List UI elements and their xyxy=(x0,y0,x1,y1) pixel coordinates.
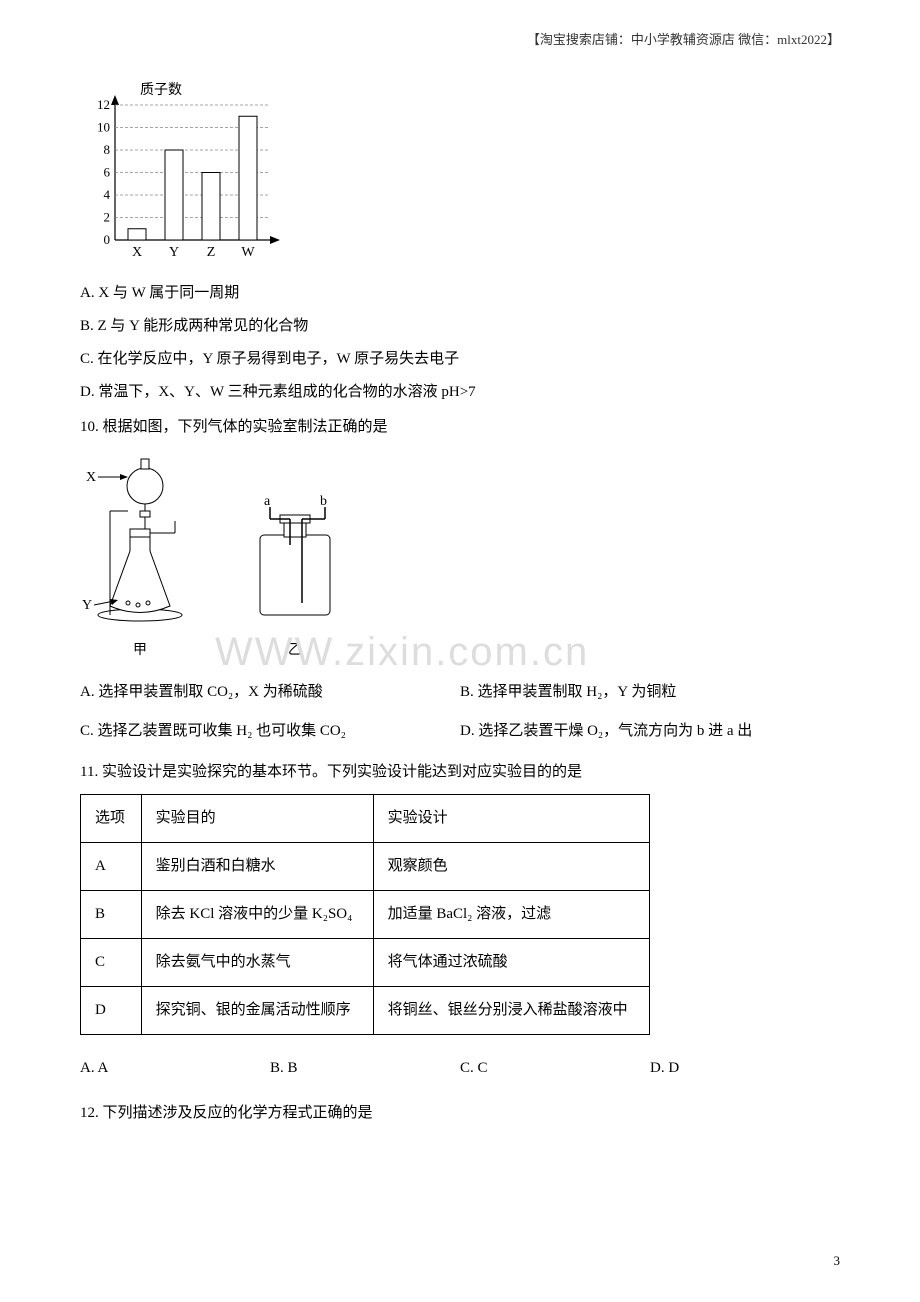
cell-opt: B xyxy=(81,891,142,939)
svg-text:12: 12 xyxy=(97,97,110,112)
table-row: A 鉴别白酒和白糖水 观察颜色 xyxy=(81,843,650,891)
label-jia: 甲 xyxy=(80,638,200,663)
th-design: 实验设计 xyxy=(373,795,649,843)
proton-bar-chart: 质子数 0 2 4 6 8 xyxy=(80,80,840,270)
q10-stem: 10. 根据如图，下列气体的实验室制法正确的是 xyxy=(80,414,840,441)
q9-option-a: A. X 与 W 属于同一周期 xyxy=(80,280,840,307)
cell-design: 加适量 BaCl₂ 溶液，过滤 xyxy=(373,891,649,939)
q10-option-d: D. 选择乙装置干燥 O₂，气流方向为 b 进 a 出 xyxy=(460,718,840,745)
svg-text:a: a xyxy=(264,494,271,509)
ans-d: D. D xyxy=(650,1055,840,1082)
q11-stem: 11. 实验设计是实验探究的基本环节。下列实验设计能达到对应实验目的的是 xyxy=(80,759,840,786)
q9-option-d: D. 常温下，X、Y、W 三种元素组成的化合物的水溶液 pH>7 xyxy=(80,379,840,406)
ans-b: B. B xyxy=(270,1055,460,1082)
svg-text:2: 2 xyxy=(104,210,111,225)
ans-a: A. A xyxy=(80,1055,270,1082)
q12-stem: 12. 下列描述涉及反应的化学方程式正确的是 xyxy=(80,1100,840,1127)
svg-text:10: 10 xyxy=(97,120,110,135)
q11-table: 选项 实验目的 实验设计 A 鉴别白酒和白糖水 观察颜色 B 除去 KCl 溶液… xyxy=(80,794,650,1035)
cell-design: 观察颜色 xyxy=(373,843,649,891)
cell-design: 将气体通过浓硫酸 xyxy=(373,939,649,987)
table-row: C 除去氨气中的水蒸气 将气体通过浓硫酸 xyxy=(81,939,650,987)
cell-design: 将铜丝、银丝分别浸入稀盐酸溶液中 xyxy=(373,987,649,1035)
y-axis-label: 质子数 xyxy=(140,82,182,98)
q11-answers: A. A B. B C. C D. D xyxy=(80,1055,840,1082)
q9-option-c: C. 在化学反应中，Y 原子易得到电子，W 原子易失去电子 xyxy=(80,346,840,373)
cell-purpose: 除去氨气中的水蒸气 xyxy=(141,939,373,987)
cell-purpose: 鉴别白酒和白糖水 xyxy=(141,843,373,891)
q10-option-c: C. 选择乙装置既可收集 H₂ 也可收集 CO₂ xyxy=(80,718,460,745)
cell-opt: A xyxy=(81,843,142,891)
table-row: 选项 实验目的 实验设计 xyxy=(81,795,650,843)
apparatus-jia: X Y 甲 xyxy=(80,451,200,663)
page-content: 质子数 0 2 4 6 8 xyxy=(80,80,840,1127)
svg-text:6: 6 xyxy=(104,165,111,180)
svg-text:0: 0 xyxy=(104,232,111,247)
svg-text:8: 8 xyxy=(104,142,111,157)
svg-text:Z: Z xyxy=(207,245,216,260)
header-note: 【淘宝搜索店铺：中小学教辅资源店 微信：mlxt2022】 xyxy=(527,28,840,51)
svg-text:4: 4 xyxy=(104,187,111,202)
table-row: B 除去 KCl 溶液中的少量 K₂SO₄ 加适量 BaCl₂ 溶液，过滤 xyxy=(81,891,650,939)
th-option: 选项 xyxy=(81,795,142,843)
table-row: D 探究铜、银的金属活动性顺序 将铜丝、银丝分别浸入稀盐酸溶液中 xyxy=(81,987,650,1035)
svg-text:Y: Y xyxy=(82,598,92,613)
svg-text:X: X xyxy=(86,470,96,485)
svg-text:b: b xyxy=(320,494,327,509)
page-number: 3 xyxy=(834,1249,841,1272)
q9-option-b: B. Z 与 Y 能形成两种常见的化合物 xyxy=(80,313,840,340)
cell-opt: D xyxy=(81,987,142,1035)
ans-c: C. C xyxy=(460,1055,650,1082)
cell-opt: C xyxy=(81,939,142,987)
th-purpose: 实验目的 xyxy=(141,795,373,843)
cell-purpose: 除去 KCl 溶液中的少量 K₂SO₄ xyxy=(141,891,373,939)
svg-text:X: X xyxy=(132,245,142,260)
svg-text:Y: Y xyxy=(169,245,179,260)
svg-text:W: W xyxy=(241,245,255,260)
watermark: WWW.zixin.com.cn xyxy=(215,616,589,688)
cell-purpose: 探究铜、银的金属活动性顺序 xyxy=(141,987,373,1035)
